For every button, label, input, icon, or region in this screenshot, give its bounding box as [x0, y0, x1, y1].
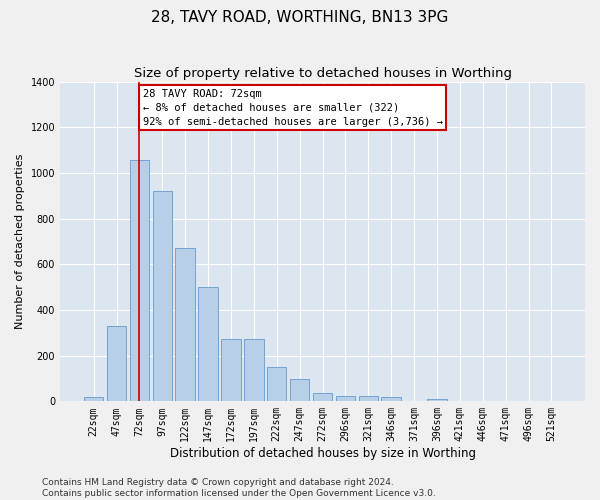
Bar — [427, 398, 446, 402]
Bar — [313, 394, 332, 402]
Text: 28 TAVY ROAD: 72sqm
← 8% of detached houses are smaller (322)
92% of semi-detach: 28 TAVY ROAD: 72sqm ← 8% of detached hou… — [143, 88, 443, 126]
Bar — [107, 326, 126, 402]
Bar — [382, 397, 401, 402]
Bar — [130, 160, 149, 402]
X-axis label: Distribution of detached houses by size in Worthing: Distribution of detached houses by size … — [170, 447, 476, 460]
Title: Size of property relative to detached houses in Worthing: Size of property relative to detached ho… — [134, 68, 512, 80]
Bar — [244, 338, 263, 402]
Bar — [175, 248, 195, 402]
Bar — [335, 396, 355, 402]
Bar — [152, 192, 172, 402]
Text: Contains HM Land Registry data © Crown copyright and database right 2024.
Contai: Contains HM Land Registry data © Crown c… — [42, 478, 436, 498]
Y-axis label: Number of detached properties: Number of detached properties — [15, 154, 25, 329]
Bar — [359, 396, 378, 402]
Bar — [267, 367, 286, 402]
Bar — [84, 397, 103, 402]
Bar — [290, 378, 310, 402]
Text: 28, TAVY ROAD, WORTHING, BN13 3PG: 28, TAVY ROAD, WORTHING, BN13 3PG — [151, 10, 449, 25]
Bar — [199, 287, 218, 402]
Bar — [221, 338, 241, 402]
